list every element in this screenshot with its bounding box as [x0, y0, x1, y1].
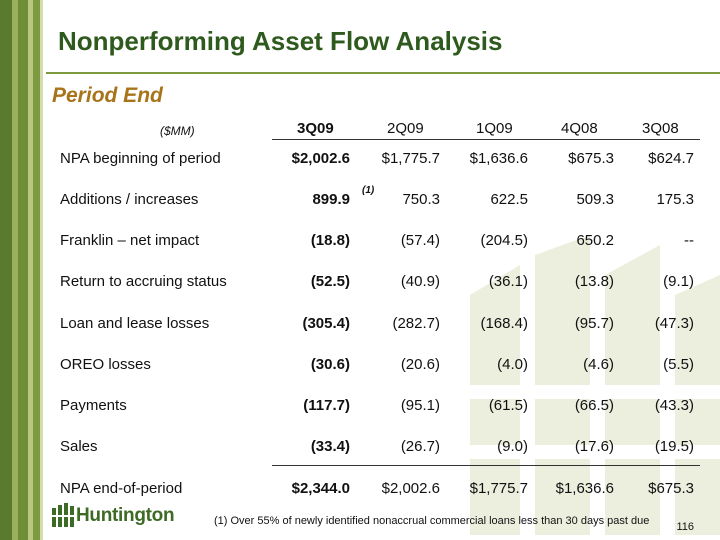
- huntington-watermark-logo: [470, 235, 720, 535]
- table-cell: (17.6): [574, 438, 614, 455]
- table-cell: 899.9: [312, 191, 350, 208]
- table-cell: 750.3: [402, 191, 440, 208]
- table-cell: $2,002.6: [381, 480, 440, 497]
- table-row: Additions / increases 899.9 (1) 750.3 62…: [0, 185, 720, 211]
- row-label: Payments: [60, 397, 127, 414]
- table-row: Franklin – net impact (18.8) (57.4) (204…: [0, 232, 720, 252]
- table-cell: (36.1): [488, 273, 528, 290]
- header-divider: [272, 139, 700, 140]
- table-cell: (4.6): [583, 356, 614, 373]
- table-cell: $675.3: [568, 150, 614, 167]
- table-cell: (40.9): [400, 273, 440, 290]
- table-cell: (47.3): [654, 315, 694, 332]
- table-cell: --: [684, 232, 694, 249]
- table-cell: (30.6): [310, 356, 350, 373]
- table-cell: (95.1): [400, 397, 440, 414]
- decorative-stripe: [12, 0, 18, 540]
- row-label: NPA beginning of period: [60, 150, 221, 167]
- row-label: Franklin – net impact: [60, 232, 200, 249]
- table-cell: 650.2: [576, 232, 614, 249]
- table-cell: 622.5: [490, 191, 528, 208]
- table-cell: (4.0): [497, 356, 528, 373]
- table-row: OREO losses (30.6) (20.6) (4.0) (4.6) (5…: [0, 356, 720, 376]
- row-label: NPA end-of-period: [60, 480, 183, 497]
- decorative-stripe: [18, 0, 28, 540]
- table-cell: $675.3: [648, 480, 694, 497]
- table-cell: (204.5): [480, 232, 528, 249]
- table-cell: (282.7): [392, 315, 440, 332]
- decorative-stripe: [28, 0, 33, 540]
- table-cell: $624.7: [648, 150, 694, 167]
- column-header: 2Q09: [387, 120, 424, 137]
- table-cell: (52.5): [310, 273, 350, 290]
- table-cell: (57.4): [400, 232, 440, 249]
- row-label: Return to accruing status: [60, 273, 227, 290]
- footnote-marker: (1): [362, 185, 375, 196]
- table-cell: 509.3: [576, 191, 614, 208]
- page-title: Nonperforming Asset Flow Analysis: [58, 26, 503, 56]
- decorative-stripe: [33, 0, 40, 540]
- page-subtitle: Period End: [52, 84, 163, 107]
- table-cell: 175.3: [656, 191, 694, 208]
- table-cell: $1,636.6: [469, 150, 528, 167]
- table-cell: $1,775.7: [381, 150, 440, 167]
- table-cell: (305.4): [302, 315, 350, 332]
- table-cell: (9.0): [497, 438, 528, 455]
- row-label: Loan and lease losses: [60, 315, 210, 332]
- table-row: NPA beginning of period $2,002.6 $1,775.…: [0, 150, 720, 170]
- column-header: 4Q08: [561, 120, 598, 137]
- table-row: Loan and lease losses (305.4) (282.7) (1…: [0, 315, 720, 335]
- row-label: Sales: [60, 438, 98, 455]
- table-row-total: NPA end-of-period $2,344.0 $2,002.6 $1,7…: [0, 480, 720, 500]
- table-cell: $1,775.7: [469, 480, 528, 497]
- row-label: Additions / increases: [60, 191, 199, 208]
- table-cell: $2,002.6: [291, 150, 350, 167]
- decorative-stripe: [40, 0, 43, 540]
- company-logo-text: Huntington: [76, 505, 175, 526]
- table-cell: (43.3): [654, 397, 694, 414]
- title-divider: [46, 72, 720, 74]
- table-cell: $2,344.0: [291, 480, 350, 497]
- table-cell: (13.8): [574, 273, 614, 290]
- column-header: 3Q08: [642, 120, 679, 137]
- table-row: Return to accruing status (52.5) (40.9) …: [0, 273, 720, 293]
- table-cell: (9.1): [663, 273, 694, 290]
- page-number: 116: [676, 521, 694, 533]
- table-cell: (168.4): [480, 315, 528, 332]
- column-header: 1Q09: [476, 120, 513, 137]
- table-cell: (19.5): [654, 438, 694, 455]
- table-cell: (117.7): [303, 397, 350, 414]
- column-header: 3Q09: [297, 120, 334, 137]
- footnote: (1) Over 55% of newly identified nonaccr…: [214, 515, 650, 527]
- huntington-logo-icon: [52, 503, 74, 527]
- table-cell: (66.5): [574, 397, 614, 414]
- table-cell: (95.7): [574, 315, 614, 332]
- table-row: Sales (33.4) (26.7) (9.0) (17.6) (19.5): [0, 438, 720, 458]
- row-label: OREO losses: [60, 356, 151, 373]
- table-cell: (33.4): [310, 438, 350, 455]
- table-cell: (20.6): [400, 356, 440, 373]
- decorative-stripe: [0, 0, 12, 540]
- table-cell: (61.5): [488, 397, 528, 414]
- table-cell: $1,636.6: [555, 480, 614, 497]
- total-divider: [272, 465, 700, 466]
- unit-label: ($MM): [160, 124, 195, 138]
- table-cell: (18.8): [310, 232, 350, 249]
- table-row: Payments (117.7) (95.1) (61.5) (66.5) (4…: [0, 397, 720, 417]
- table-cell: (5.5): [663, 356, 694, 373]
- table-cell: (26.7): [400, 438, 440, 455]
